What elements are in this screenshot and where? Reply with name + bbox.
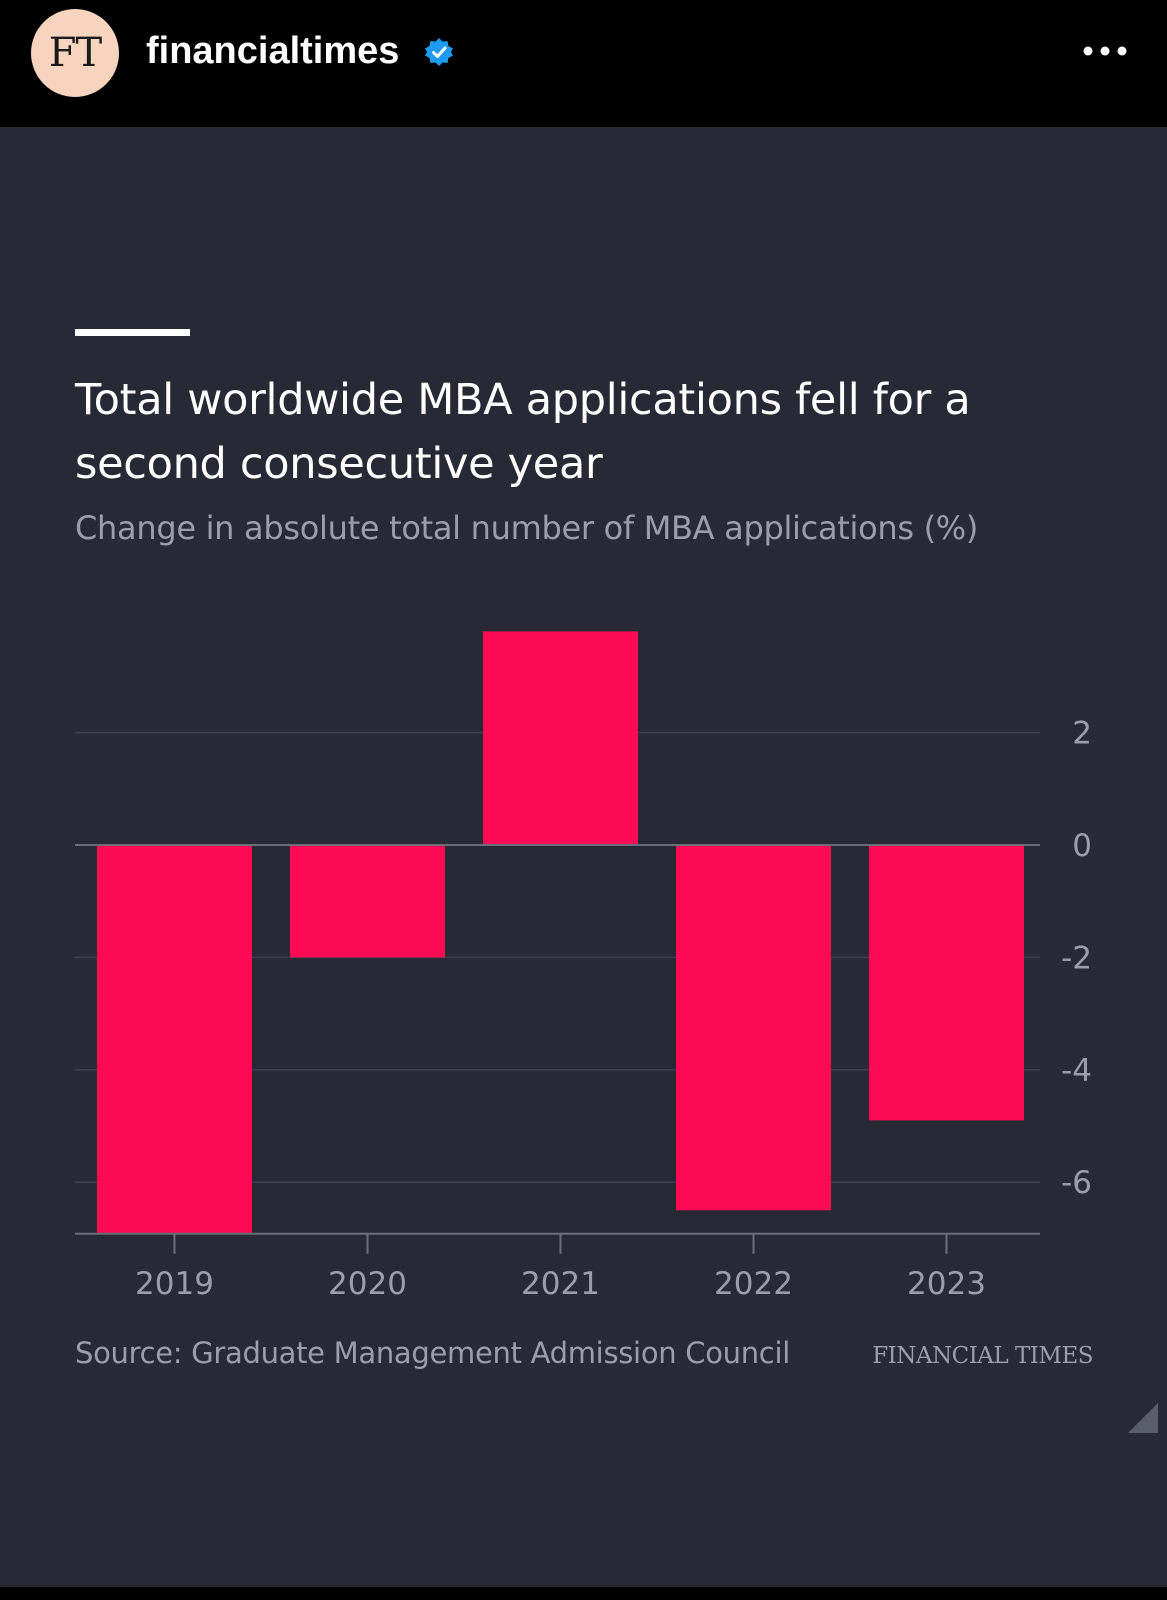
username-link[interactable]: financialtimes (146, 30, 400, 72)
y-tick-label: 0 (1072, 828, 1092, 864)
resize-handle-icon (1128, 1403, 1158, 1433)
bar-2023 (869, 845, 1024, 1121)
chart-title: Total worldwide MBA applications fell fo… (75, 375, 971, 489)
bar-2020 (290, 845, 445, 958)
y-tick-label: 2 (1072, 716, 1092, 752)
bar-2022 (676, 845, 831, 1211)
verified-badge-icon (425, 38, 453, 66)
post-header: FT financialtimes (0, 0, 1167, 127)
y-tick-label: -2 (1061, 940, 1092, 976)
more-options-icon[interactable] (1081, 40, 1129, 62)
x-tick-label: 2020 (328, 1266, 407, 1302)
y-tick-label: -4 (1061, 1053, 1092, 1089)
title-accent-bar (75, 329, 190, 336)
x-tick-label: 2021 (521, 1266, 600, 1302)
x-tick-label: 2023 (907, 1266, 986, 1302)
y-tick-label: -6 (1061, 1165, 1092, 1201)
x-tick-label: 2019 (135, 1266, 214, 1302)
bar-2019 (97, 845, 252, 1233)
x-tick-label: 2022 (714, 1266, 793, 1302)
source-note: Source: Graduate Management Admission Co… (75, 1336, 790, 1370)
avatar[interactable]: FT (31, 9, 119, 97)
chart-subtitle: Change in absolute total number of MBA a… (75, 509, 979, 547)
bar-2021 (483, 631, 638, 845)
ft-wordmark: FINANCIAL TIMES (872, 1343, 1093, 1369)
